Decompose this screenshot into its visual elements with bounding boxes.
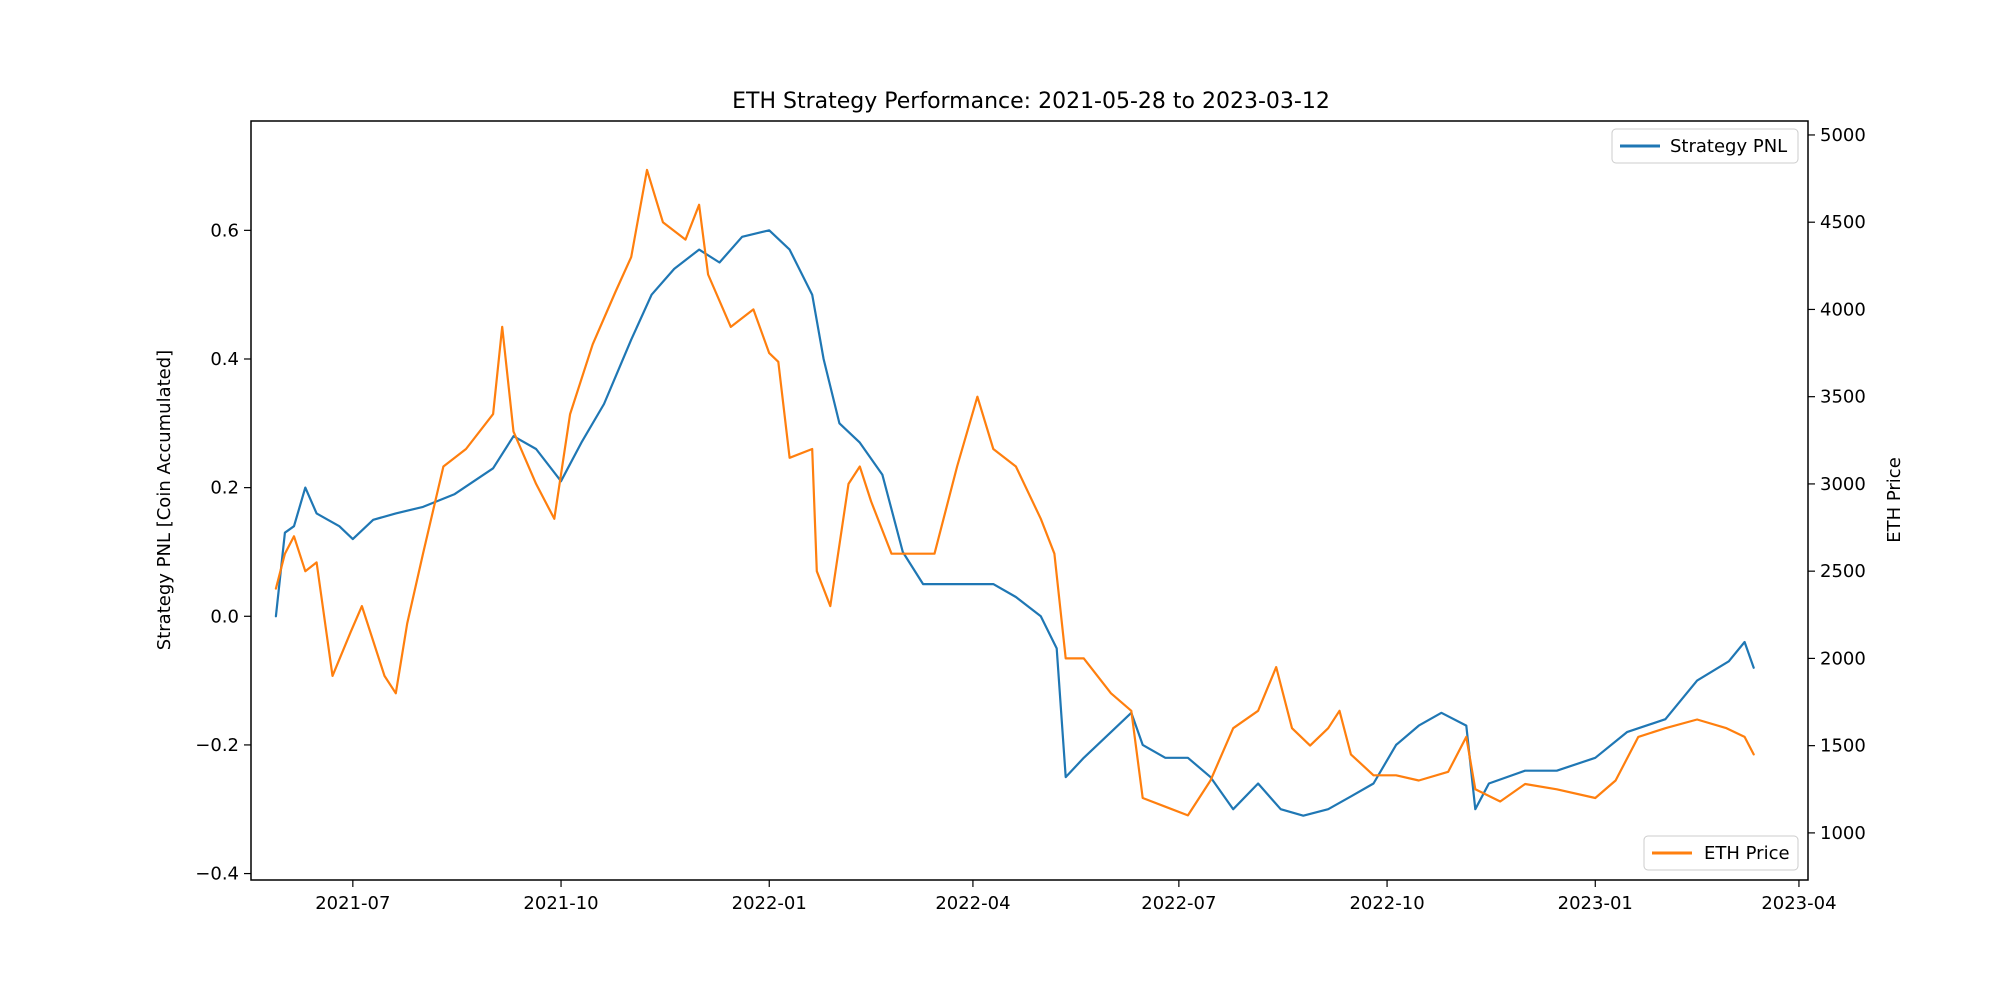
x-axis: 2021-07 2021-10 2022-01 2022-04 2022-07 2022-… bbox=[315, 880, 1837, 914]
x-tick-label: 2022-10 bbox=[1349, 893, 1424, 914]
right-y-tick-label: 1000 bbox=[1820, 823, 1866, 844]
legend-box bbox=[1611, 128, 1799, 164]
legend-box bbox=[1643, 835, 1799, 871]
chart-title: ETH Strategy Performance: 2021-05-28 to … bbox=[732, 89, 1330, 114]
plot-area bbox=[250, 120, 1809, 881]
right-y-tick-label: 3500 bbox=[1820, 387, 1866, 408]
left-y-tick-label: 0.0 bbox=[210, 606, 239, 627]
plot-frame bbox=[250, 120, 1809, 881]
left-y-axis: −0.4 −0.2 0.0 0.2 0.4 0.6 bbox=[195, 220, 251, 885]
legend-eth-price: ETH Price bbox=[1643, 835, 1799, 871]
series-layer bbox=[274, 168, 1755, 817]
right-y-tick-label: 4500 bbox=[1820, 212, 1866, 233]
right-y-tick-label: 5000 bbox=[1820, 125, 1866, 146]
right-y-tick-label: 3000 bbox=[1820, 474, 1866, 495]
series-line-eth-price bbox=[274, 168, 1755, 817]
x-tick-label: 2023-04 bbox=[1761, 893, 1836, 914]
left-y-tick-label: −0.2 bbox=[195, 735, 239, 756]
right-axis-title: ETH Price bbox=[1884, 457, 1905, 543]
left-y-tick-label: 0.6 bbox=[210, 220, 239, 241]
right-y-tick-label: 4000 bbox=[1820, 299, 1866, 320]
legend-label-eth-price: ETH Price bbox=[1704, 843, 1790, 864]
series-line-strategy-pnl bbox=[274, 229, 1755, 817]
right-y-tick-label: 2000 bbox=[1820, 648, 1866, 669]
left-y-tick-label: −0.4 bbox=[195, 864, 239, 885]
x-tick-label: 2021-10 bbox=[523, 893, 598, 914]
x-tick-label: 2022-01 bbox=[732, 893, 807, 914]
right-y-tick-label: 1500 bbox=[1820, 736, 1866, 757]
right-y-tick-label: 2500 bbox=[1820, 561, 1866, 582]
x-tick-label: 2021-07 bbox=[315, 893, 390, 914]
legend-strategy-pnl: Strategy PNL bbox=[1611, 128, 1799, 164]
left-axis-title: Strategy PNL [Coin Accumulated] bbox=[154, 350, 175, 650]
left-y-tick-label: 0.2 bbox=[210, 478, 239, 499]
left-y-tick-label: 0.4 bbox=[210, 349, 239, 370]
x-tick-label: 2022-04 bbox=[935, 893, 1010, 914]
legend-label-strategy-pnl: Strategy PNL bbox=[1670, 136, 1787, 157]
x-tick-label: 2022-07 bbox=[1141, 893, 1216, 914]
right-y-axis: 1000 1500 2000 2500 3000 3500 4000 4500 5000 bbox=[1808, 125, 1866, 844]
x-tick-label: 2023-01 bbox=[1558, 893, 1633, 914]
